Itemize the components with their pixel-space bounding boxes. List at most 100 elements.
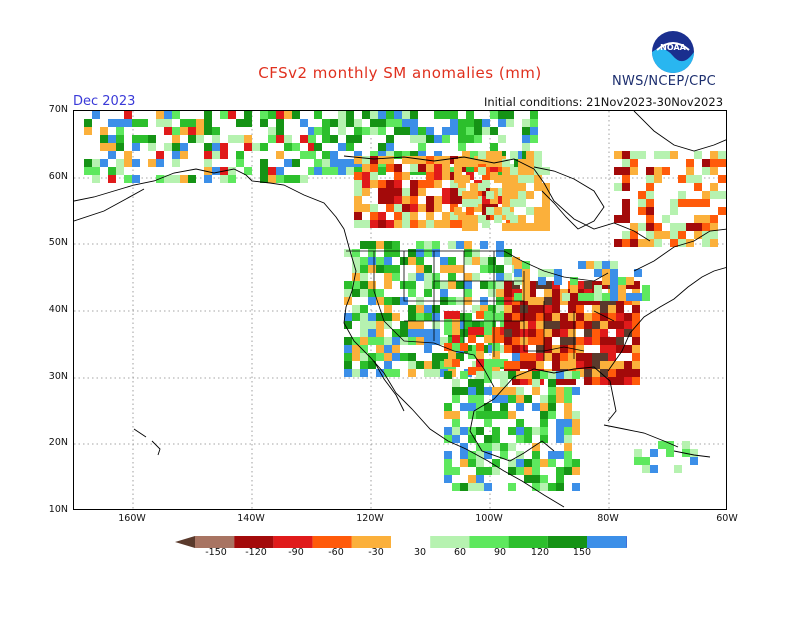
- anomaly-cell: [384, 297, 392, 305]
- lon-label: 100W: [475, 513, 503, 524]
- anomaly-cell: [460, 403, 468, 411]
- anomaly-cell: [578, 261, 586, 269]
- anomaly-cell: [434, 196, 442, 204]
- anomaly-cell: [710, 239, 718, 247]
- anomaly-cell: [354, 204, 362, 212]
- anomaly-cell: [300, 135, 308, 143]
- anomaly-cell: [418, 127, 426, 135]
- anomaly-cell: [352, 265, 360, 273]
- anomaly-cell: [180, 119, 188, 127]
- anomaly-cell: [394, 220, 402, 228]
- anomaly-cell: [376, 345, 384, 353]
- anomaly-cell: [360, 361, 368, 369]
- anomaly-cell: [360, 273, 368, 281]
- anomaly-cell: [536, 353, 544, 361]
- anomaly-cell: [464, 257, 472, 265]
- anomaly-cell: [528, 353, 536, 361]
- anomaly-cell: [682, 441, 690, 449]
- anomaly-cell: [370, 172, 378, 180]
- anomaly-cell: [344, 281, 352, 289]
- anomaly-cell: [268, 175, 276, 183]
- anomaly-cell: [614, 167, 622, 175]
- anomaly-cell: [666, 441, 674, 449]
- anomaly-cell: [508, 395, 516, 403]
- anomaly-cell: [402, 188, 410, 196]
- anomaly-cell: [448, 353, 456, 361]
- anomaly-cell: [354, 119, 362, 127]
- anomaly-cell: [308, 151, 316, 159]
- anomaly-cell: [180, 175, 188, 183]
- anomaly-cell: [386, 111, 394, 119]
- anomaly-cell: [424, 281, 432, 289]
- anomaly-cell: [92, 111, 100, 119]
- anomaly-cell: [418, 156, 426, 164]
- anomaly-cell: [444, 435, 452, 443]
- anomaly-cell: [370, 220, 378, 228]
- anomaly-cell: [646, 175, 654, 183]
- anomaly-cell: [710, 191, 718, 199]
- anomaly-cell: [370, 119, 378, 127]
- anomaly-cell: [410, 188, 418, 196]
- anomaly-cell: [654, 175, 662, 183]
- anomaly-cell: [394, 164, 402, 172]
- colorbar-label: -120: [245, 547, 267, 558]
- anomaly-cell: [378, 156, 386, 164]
- anomaly-cell: [654, 223, 662, 231]
- anomaly-cell: [440, 281, 448, 289]
- anomaly-cell: [480, 265, 488, 273]
- anomaly-cell: [560, 353, 568, 361]
- anomaly-cell: [450, 111, 458, 119]
- anomaly-cell: [654, 231, 662, 239]
- anomaly-cell: [450, 188, 458, 196]
- anomaly-cell: [116, 167, 124, 175]
- anomaly-cell: [512, 305, 520, 313]
- anomaly-cell: [646, 207, 654, 215]
- anomaly-cell: [592, 321, 600, 329]
- coastlines: [74, 111, 726, 508]
- anomaly-cell: [702, 159, 710, 167]
- anomaly-cell: [540, 403, 548, 411]
- anomaly-cell: [548, 387, 556, 395]
- anomaly-cell: [484, 375, 492, 383]
- anomaly-cell: [638, 191, 646, 199]
- anomaly-cell: [452, 483, 460, 491]
- anomaly-cell: [508, 459, 516, 467]
- anomaly-cell: [592, 313, 600, 321]
- anomaly-cell: [424, 369, 432, 377]
- anomaly-cell: [468, 483, 476, 491]
- anomaly-cell: [450, 127, 458, 135]
- anomaly-cell: [624, 329, 632, 337]
- anomaly-cell: [378, 220, 386, 228]
- anomaly-cell: [370, 212, 378, 220]
- anomaly-cell: [346, 167, 354, 175]
- anomaly-cell: [392, 369, 400, 377]
- anomaly-cell: [416, 361, 424, 369]
- anomaly-cell: [632, 377, 640, 385]
- anomaly-cell: [560, 329, 568, 337]
- anomaly-cell: [416, 305, 424, 313]
- anomaly-cell: [536, 313, 544, 321]
- anomaly-cell: [426, 180, 434, 188]
- anomaly-cell: [496, 289, 504, 297]
- anomaly-cell: [100, 127, 108, 135]
- anomaly-cell: [462, 191, 470, 199]
- anomaly-cell: [584, 377, 592, 385]
- anomaly-cell: [534, 175, 542, 183]
- anomaly-cell: [618, 277, 626, 285]
- anomaly-cell: [544, 281, 552, 289]
- anomaly-cell: [432, 353, 440, 361]
- anomaly-cell: [424, 241, 432, 249]
- anomaly-cell: [354, 212, 362, 220]
- anomaly-cell: [460, 459, 468, 467]
- anomaly-cell: [470, 159, 478, 167]
- anomaly-cell: [600, 337, 608, 345]
- anomaly-cell: [584, 353, 592, 361]
- anomaly-cell: [572, 467, 580, 475]
- anomaly-cell: [532, 379, 540, 387]
- anomaly-cell: [352, 345, 360, 353]
- anomaly-cell: [378, 212, 386, 220]
- anomaly-cell: [462, 199, 470, 207]
- anomaly-cell: [132, 159, 140, 167]
- anomaly-cell: [616, 313, 624, 321]
- lat-label: 10N: [48, 504, 68, 515]
